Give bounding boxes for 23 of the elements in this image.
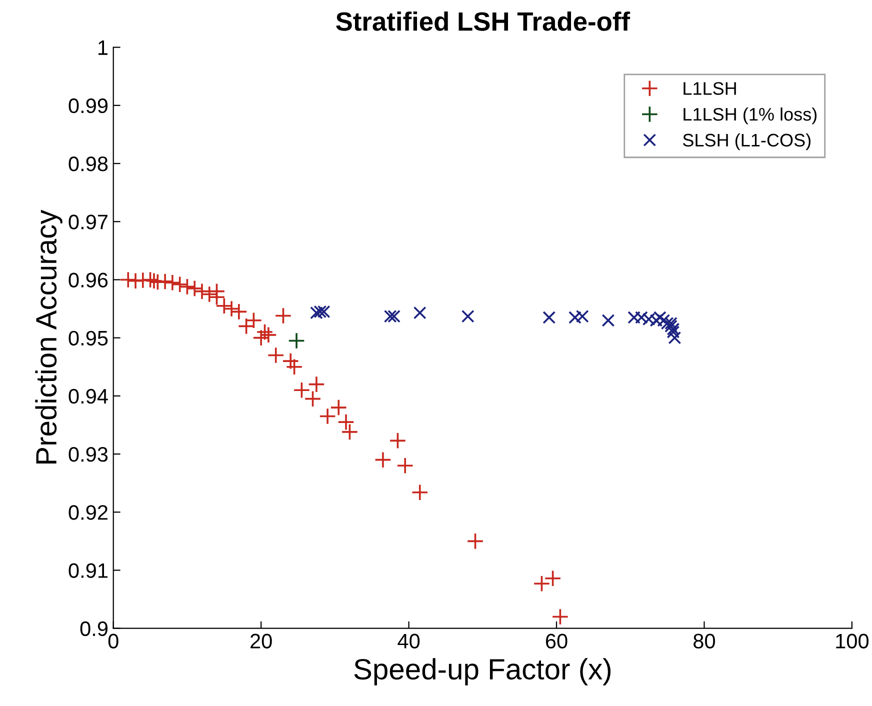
x-axis-title: Speed-up Factor (x) <box>354 658 611 686</box>
x-tick-label: 0 <box>108 634 118 649</box>
legend-label: L1LSH <box>684 82 736 95</box>
y-tick-label: 0.93 <box>68 447 108 462</box>
legend-label: L1LSH (1% loss) <box>684 107 817 124</box>
legend-label: SLSH (L1-COS) <box>682 133 810 150</box>
chart-title: Stratified LSH Trade-off <box>336 12 630 31</box>
y-tick-label: 0.97 <box>68 214 108 230</box>
y-tick-label: 0.92 <box>68 505 108 520</box>
x-tick-label: 20 <box>250 634 272 649</box>
y-tick-label: 0.91 <box>68 563 108 578</box>
x-tick-label: 40 <box>398 634 420 649</box>
y-tick-label: 0.98 <box>68 156 108 172</box>
x-tick-label: 60 <box>546 634 568 649</box>
y-axis-title: Prediction Accuracy <box>35 210 62 464</box>
y-tick-label: 0.9 <box>80 621 108 636</box>
x-tick-label: 100 <box>836 634 869 649</box>
y-tick-label: 0.94 <box>68 388 108 404</box>
y-tick-label: 0.96 <box>68 272 108 288</box>
x-tick-label: 80 <box>694 634 715 649</box>
y-tick-label: 0.99 <box>68 98 108 114</box>
y-tick-label: 1 <box>98 40 108 55</box>
y-tick-label: 0.95 <box>68 330 108 346</box>
